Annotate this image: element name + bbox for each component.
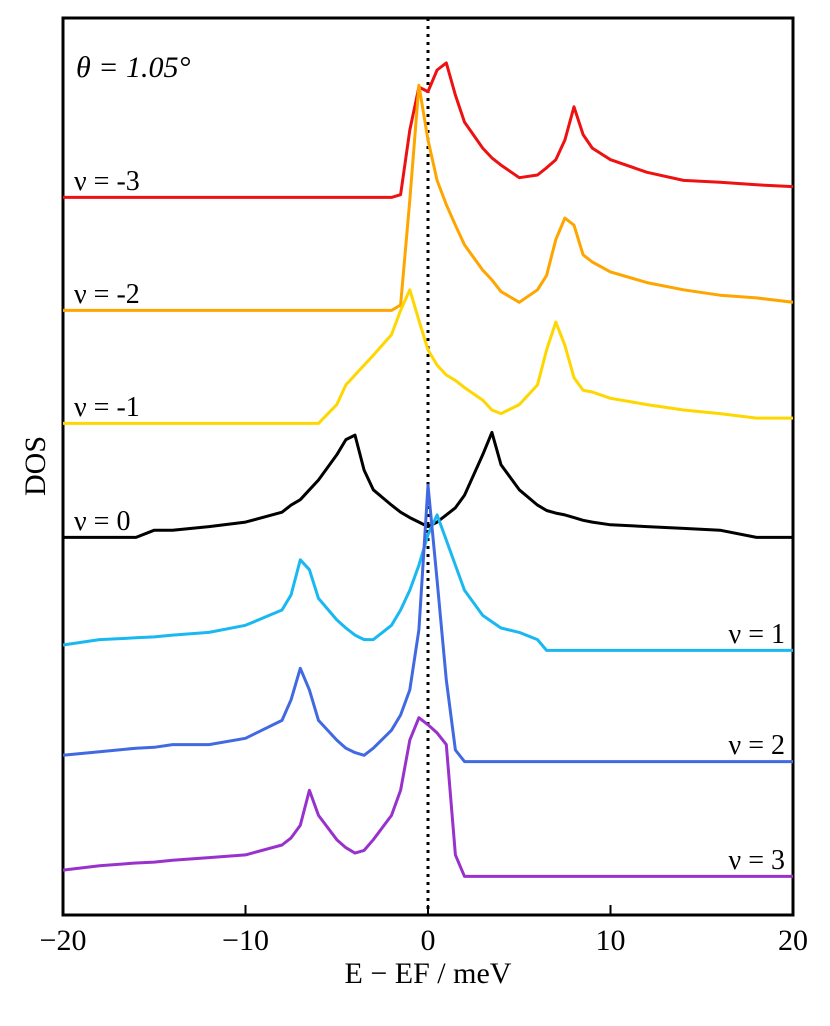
series-line [62, 513, 793, 652]
series-line [63, 61, 794, 199]
y-axis-label: DOS [19, 436, 52, 496]
series-label: ν = 2 [729, 730, 785, 761]
series-label: ν = 0 [74, 506, 130, 537]
x-axis-label: E − EF / meV [345, 957, 512, 990]
annotation: θ = 1.05° [76, 51, 190, 84]
x-tick-label: −10 [222, 924, 269, 957]
series-label: ν = 1 [729, 619, 785, 650]
series-label: ν = -2 [74, 279, 140, 310]
series-label: ν = 3 [729, 845, 785, 876]
series-label: ν = -3 [74, 166, 140, 197]
series-line [63, 430, 793, 539]
x-tick-label: 0 [421, 924, 436, 957]
x-tick-label: 20 [778, 924, 808, 957]
series-line [62, 483, 793, 764]
series-line [62, 716, 793, 878]
x-tick-label: −20 [40, 924, 87, 957]
series-line [63, 83, 794, 312]
x-tick-label: 10 [596, 924, 626, 957]
series-label: ν = -1 [74, 392, 140, 423]
series-line [63, 288, 793, 425]
